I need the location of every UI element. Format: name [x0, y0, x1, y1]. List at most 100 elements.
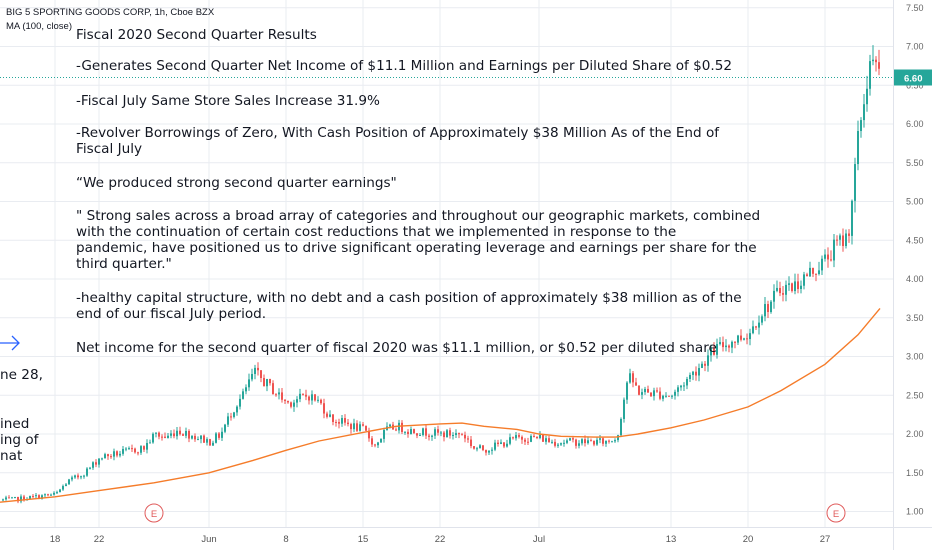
candle-body [698, 368, 700, 376]
moving-average [0, 307, 881, 503]
x-tick-label: 18 [50, 534, 61, 545]
candle-body [23, 496, 25, 501]
x-tick-label: 22 [435, 534, 446, 545]
candle-body [233, 412, 235, 417]
candle-body [356, 423, 358, 431]
candle-body [137, 452, 139, 454]
candle-body [677, 387, 679, 392]
candle-body [731, 341, 733, 348]
candle-body [305, 394, 307, 397]
candle-body [782, 293, 784, 295]
candle-body [161, 436, 163, 438]
candle-body [725, 345, 727, 348]
x-tick-label: 13 [666, 534, 677, 545]
candle-body [452, 435, 454, 437]
candle-body [347, 422, 349, 425]
candle-body [179, 430, 181, 435]
candle-body [674, 391, 676, 396]
candle-body [752, 326, 754, 334]
candle-body [227, 416, 229, 425]
candle-body [8, 497, 10, 499]
candle-body [389, 424, 391, 427]
candle-body [224, 424, 226, 432]
candle-body [176, 430, 178, 437]
candle-body [374, 444, 376, 446]
candle-body [365, 425, 367, 431]
candle-body [113, 451, 115, 457]
candle-body [578, 443, 580, 446]
candle-body [74, 475, 76, 478]
chart-symbol-title: BIG 5 SPORTING GOODS CORP, 1h, Cboe BZX [6, 7, 215, 18]
candle-body [98, 458, 100, 465]
candle-body [530, 435, 532, 442]
candle-body [458, 433, 460, 435]
note-line: Fiscal 2020 Second Quarter Results [76, 27, 317, 43]
note-line: -Revolver Borrowings of Zero, With Cash … [76, 125, 720, 141]
candle-body [746, 338, 748, 340]
candle-body [758, 322, 760, 328]
candle-body [620, 418, 622, 436]
candle-body [584, 439, 586, 444]
y-tick-label: 5.00 [906, 197, 924, 207]
candle-body [128, 448, 130, 450]
note-line: pandemic, have positioned us to drive si… [76, 240, 757, 256]
candle-body [653, 390, 655, 397]
candle-body [323, 403, 325, 414]
candle-body [839, 235, 841, 240]
candle-body [707, 355, 709, 366]
candle-body [275, 394, 277, 396]
earnings-marker-icon [144, 503, 164, 523]
candle-body [563, 442, 565, 444]
note-line: “We produced strong second quarter earni… [76, 175, 397, 191]
candle-body [185, 431, 187, 436]
candle-body [35, 495, 37, 497]
candle-body [659, 391, 661, 399]
note-line: with the continuation of certain cost re… [76, 224, 677, 240]
candle-body [557, 444, 559, 446]
candle-body [635, 382, 637, 386]
candle-body [182, 434, 184, 436]
candle-body [59, 489, 61, 493]
candle-body [101, 458, 103, 460]
candle-body [797, 281, 799, 290]
candle-body [410, 429, 412, 434]
left-text-fragment: ne 28, [0, 367, 43, 383]
candle-body [767, 304, 769, 313]
candle-body [590, 440, 592, 442]
y-tick-label: 1.50 [906, 468, 924, 478]
candle-body [722, 342, 724, 348]
candle-body [80, 476, 82, 478]
candle-body [497, 442, 499, 444]
candle-body [371, 438, 373, 445]
candle-body [326, 413, 328, 417]
x-tick-label: Jul [533, 534, 545, 545]
candle-body [188, 431, 190, 439]
candle-body [461, 434, 463, 436]
candle-body [608, 440, 610, 442]
candle-body [269, 378, 271, 384]
candle-body [62, 486, 64, 490]
y-tick-label: 2.00 [906, 429, 924, 439]
candle-body [158, 432, 160, 437]
candle-body [86, 468, 88, 476]
candle-body [641, 392, 643, 395]
candle-body [191, 435, 193, 439]
candle-body [632, 373, 634, 383]
candle-body [863, 104, 865, 121]
candle-body [104, 454, 106, 459]
candle-body [860, 120, 862, 132]
candle-body [593, 440, 595, 445]
candle-body [695, 371, 697, 376]
indicator-legend[interactable]: MA (100, close) [6, 21, 72, 32]
candle-body [257, 367, 259, 371]
candle-body [605, 440, 607, 444]
candle-body [740, 335, 742, 340]
candle-body [710, 348, 712, 356]
candle-body [878, 62, 880, 69]
candle-body [650, 392, 652, 397]
candle-body [749, 333, 751, 340]
candle-body [329, 414, 331, 417]
